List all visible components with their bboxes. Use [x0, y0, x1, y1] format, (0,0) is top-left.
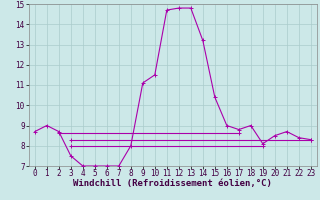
X-axis label: Windchill (Refroidissement éolien,°C): Windchill (Refroidissement éolien,°C) — [73, 179, 272, 188]
